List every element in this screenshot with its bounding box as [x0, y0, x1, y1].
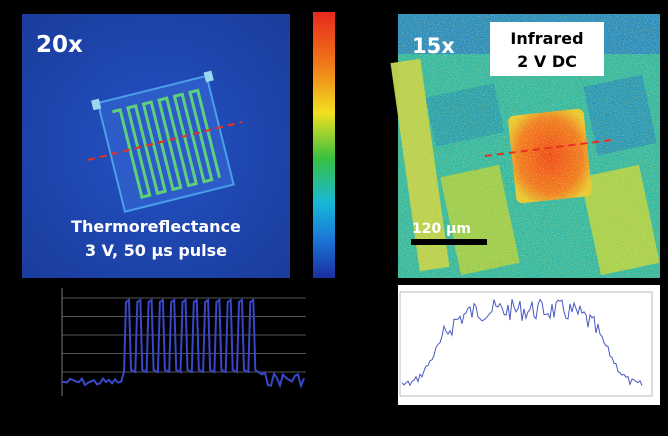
- infrared-image: Infrared 2 V DC 15x 120 µm: [390, 14, 660, 278]
- profile-line: [87, 121, 243, 161]
- label: Infrared: [510, 29, 583, 48]
- pad: [203, 70, 214, 83]
- serpentine-heater: [112, 88, 222, 199]
- infrared-profile: [398, 285, 660, 405]
- thermoreflectance-profile: [61, 288, 306, 396]
- plot-frame: [399, 291, 653, 397]
- scale-bar: [411, 239, 487, 245]
- magnification: 20x: [36, 32, 83, 58]
- plot-background: [398, 285, 660, 405]
- profile-line: [484, 139, 613, 157]
- caption: Thermoreflectance: [71, 217, 241, 236]
- chip-body: [96, 74, 235, 213]
- colorbar: [313, 12, 335, 278]
- label: 2 V DC: [517, 52, 577, 71]
- grid: [62, 297, 306, 373]
- profile-trace: [61, 298, 305, 390]
- thermoreflectance-image: 20x Thermoreflectance 3 V, 50 µs pulse: [22, 14, 290, 278]
- label-box: [490, 22, 604, 76]
- caption: 3 V, 50 µs pulse: [85, 241, 227, 260]
- profile-trace: [401, 298, 643, 387]
- pad: [91, 98, 102, 111]
- magnification: 15x: [412, 34, 455, 58]
- scale-bar-label: 120 µm: [412, 221, 471, 237]
- chip: [91, 70, 235, 213]
